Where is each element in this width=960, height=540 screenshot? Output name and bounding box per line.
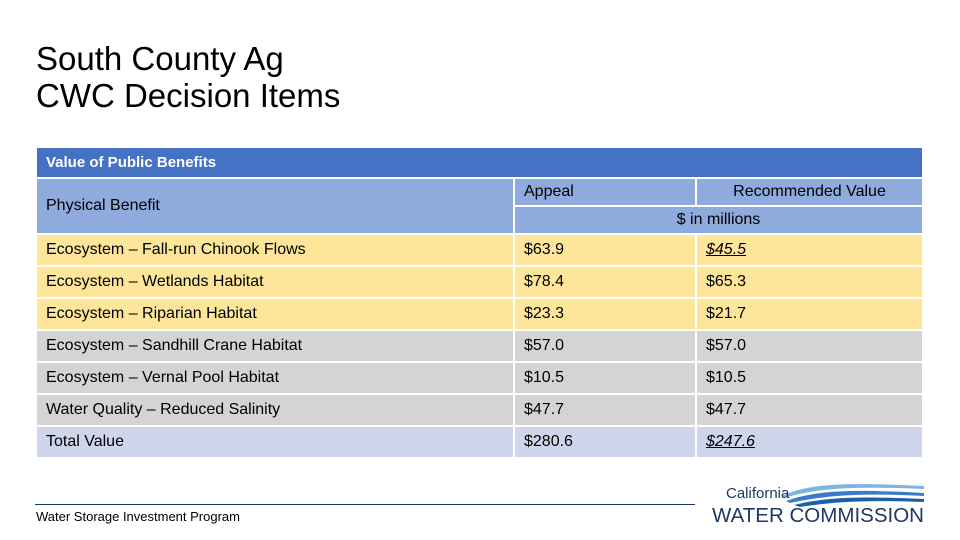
row-recommended: $47.7 — [695, 393, 924, 427]
footer-divider — [35, 504, 695, 505]
total-recommended-value: $247.6 — [706, 433, 755, 450]
california-water-commission-logo: California WATER COMMISSION — [712, 484, 924, 527]
units-label: $ in millions — [513, 205, 924, 235]
table-header-row: Physical Benefit Appeal Recommended Valu… — [35, 177, 924, 235]
row-recommended: $10.5 — [695, 361, 924, 395]
row-label: Ecosystem – Vernal Pool Habitat — [35, 361, 515, 395]
table-row: Ecosystem – Fall-run Chinook Flows $63.9… — [35, 233, 924, 267]
table-total-row: Total Value $280.6 $247.6 — [35, 425, 924, 459]
page-title-line2: CWC Decision Items — [36, 77, 341, 114]
row-appeal: $10.5 — [513, 361, 697, 395]
row-label: Ecosystem – Riparian Habitat — [35, 297, 515, 331]
water-waves-icon — [782, 484, 924, 507]
table-row: Ecosystem – Riparian Habitat $23.3 $21.7 — [35, 297, 924, 331]
table-row: Water Quality – Reduced Salinity $47.7 $… — [35, 393, 924, 427]
table-row: Ecosystem – Vernal Pool Habitat $10.5 $1… — [35, 361, 924, 395]
row-recommended: $45.5 — [695, 233, 924, 267]
table-units-row: $ in millions — [36, 205, 924, 235]
row-recommended: $65.3 — [695, 265, 924, 299]
logo-line2: WATER COMMISSION — [712, 505, 924, 527]
row-recommended: $57.0 — [695, 329, 924, 363]
total-recommended: $247.6 — [695, 425, 924, 459]
row-appeal: $47.7 — [513, 393, 697, 427]
col-header-appeal: Appeal — [513, 177, 697, 207]
row-appeal: $23.3 — [513, 297, 697, 331]
row-appeal: $63.9 — [513, 233, 697, 267]
page-title-line1: South County Ag — [36, 40, 284, 77]
table-row: Ecosystem – Wetlands Habitat $78.4 $65.3 — [35, 265, 924, 299]
row-label: Ecosystem – Wetlands Habitat — [35, 265, 515, 299]
total-label: Total Value — [35, 425, 515, 459]
benefits-table: Value of Public Benefits Physical Benefi… — [35, 146, 924, 459]
footer-program: Water Storage Investment Program — [36, 509, 240, 524]
logo-line1: California — [726, 485, 790, 502]
table-band-title: Value of Public Benefits — [35, 146, 924, 179]
row-recommended-value: $45.5 — [706, 241, 747, 258]
col-header-physical-benefit: Physical Benefit — [35, 177, 515, 235]
row-label: Ecosystem – Fall-run Chinook Flows — [35, 233, 515, 267]
row-appeal: $57.0 — [513, 329, 697, 363]
row-appeal: $78.4 — [513, 265, 697, 299]
total-appeal: $280.6 — [513, 425, 697, 459]
row-label: Water Quality – Reduced Salinity — [35, 393, 515, 427]
table-row: Ecosystem – Sandhill Crane Habitat $57.0… — [35, 329, 924, 363]
page-title: South County Ag CWC Decision Items — [36, 40, 340, 114]
row-label: Ecosystem – Sandhill Crane Habitat — [35, 329, 515, 363]
row-recommended: $21.7 — [695, 297, 924, 331]
table-band-row: Value of Public Benefits — [35, 146, 924, 179]
col-header-recommended: Recommended Value — [695, 177, 924, 207]
